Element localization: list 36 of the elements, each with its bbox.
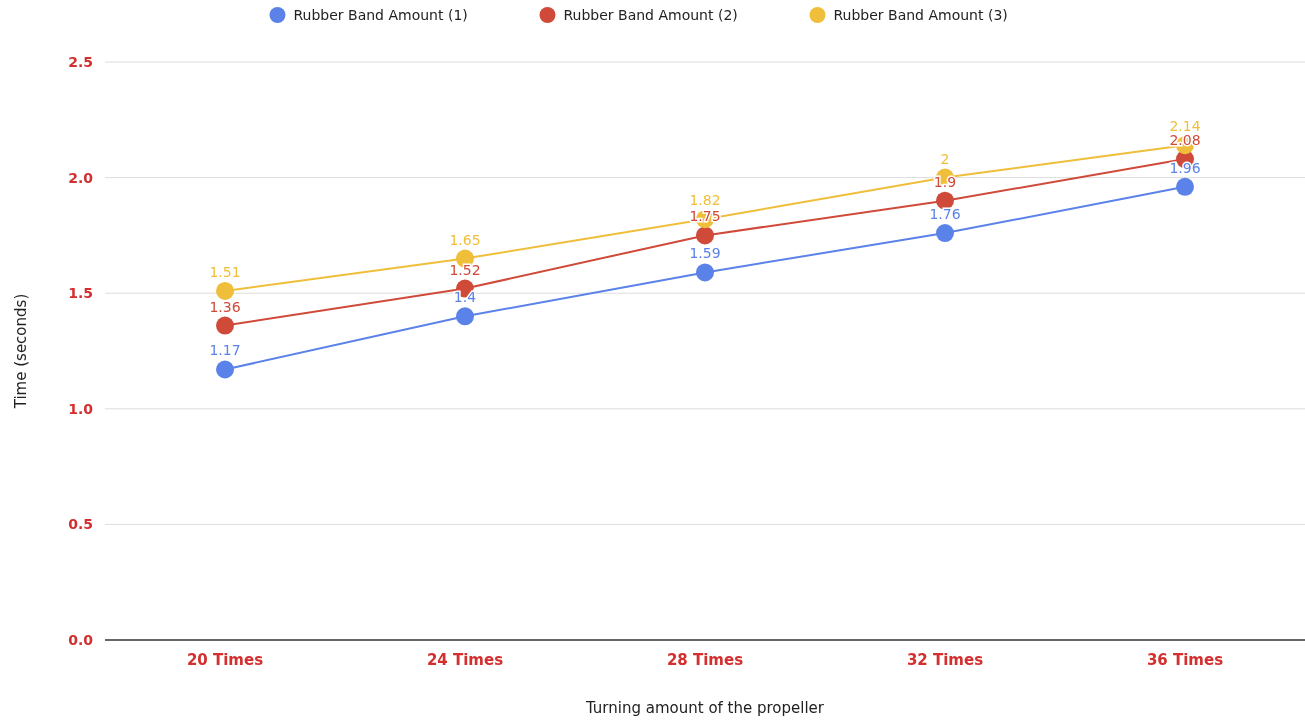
x-axis-title: Turning amount of the propeller: [584, 699, 825, 717]
data-label: 1.82: [689, 192, 721, 209]
data-label: 1.96: [1169, 159, 1201, 176]
x-tick-label: 32 Times: [906, 651, 984, 669]
point: [216, 360, 234, 379]
data-label: 1.51: [209, 263, 241, 280]
point: [216, 281, 234, 300]
data-label: 1.36: [209, 298, 241, 315]
y-tick-label: 0.0: [68, 631, 94, 648]
point: [1176, 177, 1194, 196]
y-axis-title: Time (seconds): [12, 293, 30, 410]
data-label: 2.14: [1169, 118, 1201, 135]
data-label: 1.65: [449, 231, 481, 248]
data-label: 1.76: [929, 206, 961, 223]
point: [936, 191, 954, 210]
point: [456, 307, 474, 326]
data-label: 2: [940, 150, 950, 167]
legend-label: Rubber Band Amount (2): [563, 6, 738, 23]
y-tick-label: 2.5: [68, 53, 93, 70]
point: [936, 224, 954, 243]
x-tick-label: 20 Times: [186, 651, 264, 669]
x-tick-label: 36 Times: [1146, 651, 1224, 669]
legend-label: Rubber Band Amount (1): [293, 6, 468, 23]
y-tick-label: 2.0: [68, 169, 94, 186]
y-tick-label: 1.0: [68, 400, 94, 417]
data-label: 1.59: [689, 245, 721, 262]
data-label: 1.17: [209, 342, 241, 359]
legend-label: Rubber Band Amount (3): [833, 6, 1008, 23]
y-tick-label: 0.5: [68, 516, 93, 533]
point: [696, 263, 714, 282]
x-tick-label: 28 Times: [666, 651, 744, 669]
y-tick-label: 1.5: [68, 285, 93, 302]
x-tick-label: 24 Times: [426, 651, 504, 669]
data-label: 1.52: [449, 261, 481, 278]
point: [216, 316, 234, 335]
point: [696, 226, 714, 245]
